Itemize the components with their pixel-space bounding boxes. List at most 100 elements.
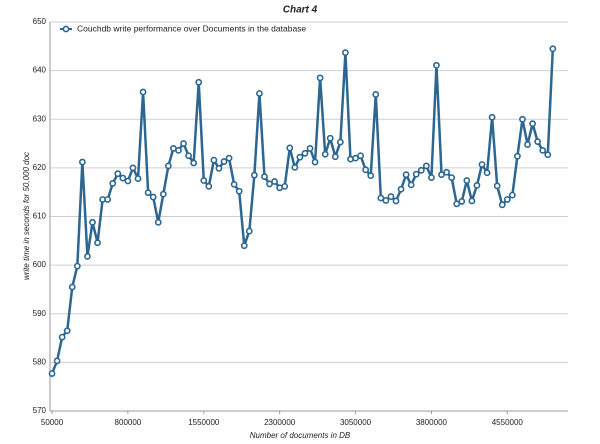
data-point bbox=[493, 182, 501, 190]
data-point bbox=[205, 182, 213, 190]
data-point bbox=[407, 181, 415, 189]
data-point bbox=[119, 174, 127, 182]
data-point bbox=[73, 262, 81, 270]
data-point bbox=[342, 49, 349, 57]
data-point bbox=[468, 197, 476, 205]
data-point bbox=[261, 173, 268, 181]
x-tick-label: 50000 bbox=[41, 418, 64, 427]
data-point bbox=[458, 198, 466, 205]
data-point bbox=[443, 168, 450, 176]
data-point bbox=[175, 146, 182, 154]
data-point bbox=[291, 163, 299, 171]
data-point bbox=[240, 242, 248, 250]
data-point bbox=[139, 88, 147, 96]
legend-marker bbox=[62, 25, 70, 33]
data-point bbox=[159, 190, 167, 198]
data-point bbox=[549, 45, 557, 53]
data-point bbox=[230, 181, 238, 188]
series-line bbox=[50, 48, 555, 375]
data-point bbox=[281, 182, 289, 190]
data-point bbox=[529, 120, 536, 128]
x-tick-label: 3050000 bbox=[340, 418, 372, 427]
data-point bbox=[321, 150, 329, 158]
data-point bbox=[392, 197, 400, 205]
y-tick-label: 590 bbox=[33, 309, 47, 318]
data-point bbox=[301, 149, 309, 157]
data-point bbox=[109, 180, 117, 187]
y-axis-label: write time in seconds for 50,000 doc bbox=[22, 152, 31, 280]
legend-label: Couchdb write performance over Documents… bbox=[77, 23, 306, 33]
data-point bbox=[195, 78, 203, 86]
data-point bbox=[271, 178, 279, 185]
data-point bbox=[306, 145, 314, 152]
data-point bbox=[417, 166, 425, 174]
data-point bbox=[453, 200, 461, 208]
data-point bbox=[428, 174, 435, 181]
data-point bbox=[180, 140, 187, 147]
y-tick-label: 580 bbox=[33, 357, 47, 366]
data-point bbox=[190, 159, 198, 167]
data-point bbox=[164, 162, 172, 170]
data-point bbox=[256, 90, 263, 97]
data-point bbox=[433, 61, 440, 69]
data-point bbox=[245, 227, 253, 235]
chart-title: Chart 4 bbox=[283, 5, 318, 16]
data-point bbox=[210, 156, 218, 164]
x-tick-label: 2300000 bbox=[264, 418, 296, 427]
y-tick-label: 640 bbox=[33, 66, 47, 75]
data-point bbox=[250, 171, 258, 179]
data-point bbox=[94, 239, 101, 247]
data-point bbox=[53, 357, 61, 365]
data-point bbox=[357, 152, 364, 160]
data-point bbox=[149, 193, 157, 201]
data-point bbox=[483, 169, 491, 177]
x-tick-label: 1550000 bbox=[188, 418, 220, 427]
data-point bbox=[488, 113, 496, 121]
y-tick-label: 610 bbox=[33, 212, 47, 221]
data-point bbox=[352, 154, 359, 162]
data-point bbox=[367, 172, 375, 180]
x-tick-label: 3800000 bbox=[416, 418, 448, 427]
data-point bbox=[473, 181, 481, 189]
data-point bbox=[524, 141, 531, 148]
data-point bbox=[185, 152, 193, 160]
y-tick-label: 650 bbox=[33, 17, 47, 26]
data-point bbox=[463, 177, 471, 184]
data-point bbox=[129, 164, 137, 172]
x-axis-label: Number of documents in DB bbox=[250, 431, 351, 440]
data-point bbox=[215, 164, 223, 172]
data-point bbox=[422, 162, 430, 170]
data-point bbox=[448, 174, 456, 181]
data-point bbox=[134, 175, 142, 182]
data-point bbox=[397, 185, 405, 193]
data-point bbox=[382, 197, 390, 204]
data-point bbox=[220, 158, 228, 165]
data-point bbox=[478, 161, 486, 168]
data-point bbox=[235, 187, 243, 195]
data-point bbox=[331, 153, 339, 161]
data-point bbox=[286, 144, 294, 152]
data-point bbox=[78, 158, 86, 166]
x-tick-label: 4550000 bbox=[492, 418, 524, 427]
y-tick-label: 570 bbox=[33, 406, 47, 415]
data-point bbox=[508, 191, 516, 199]
data-point bbox=[58, 333, 66, 341]
data-point bbox=[200, 177, 208, 184]
data-point bbox=[387, 193, 395, 200]
data-point bbox=[154, 218, 162, 226]
data-point bbox=[68, 283, 76, 291]
data-point bbox=[225, 154, 233, 162]
data-point bbox=[316, 74, 324, 82]
data-point bbox=[412, 170, 420, 178]
data-point bbox=[372, 91, 380, 98]
data-point bbox=[124, 177, 132, 185]
data-point bbox=[48, 370, 56, 377]
data-point bbox=[362, 166, 370, 174]
data-point bbox=[84, 252, 91, 260]
data-point bbox=[63, 327, 71, 335]
data-point bbox=[311, 158, 319, 166]
data-point bbox=[296, 153, 304, 161]
data-point bbox=[519, 115, 526, 123]
data-point bbox=[114, 170, 122, 178]
